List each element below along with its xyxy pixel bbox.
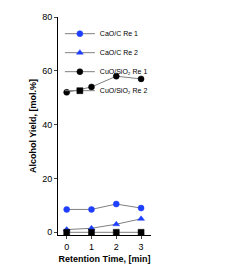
svg-text:20: 20	[42, 174, 52, 184]
svg-text:1: 1	[89, 242, 94, 252]
svg-text:2: 2	[114, 242, 119, 252]
svg-text:CuO/SiO₂ Re 1: CuO/SiO₂ Re 1	[100, 68, 148, 75]
svg-text:60: 60	[42, 66, 52, 76]
svg-text:Alcohol Yield, [mol.%]: Alcohol Yield, [mol.%]	[28, 79, 38, 173]
svg-text:CaO/C Re 1: CaO/C Re 1	[100, 30, 138, 37]
svg-text:40: 40	[42, 120, 52, 130]
svg-text:CuO/SiO₂ Re 2: CuO/SiO₂ Re 2	[100, 87, 148, 94]
svg-text:Retention Time, [min]: Retention Time, [min]	[59, 254, 151, 264]
svg-text:80: 80	[42, 12, 52, 22]
svg-text:0: 0	[47, 227, 52, 237]
svg-text:3: 3	[139, 242, 144, 252]
svg-text:0: 0	[64, 242, 69, 252]
svg-text:CaO/C Re 2: CaO/C Re 2	[100, 49, 138, 56]
